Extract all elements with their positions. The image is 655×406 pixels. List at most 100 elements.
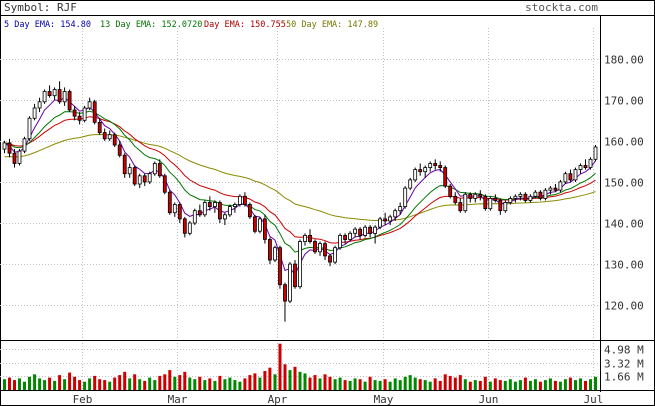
candle — [303, 233, 307, 246]
candle-body — [323, 243, 327, 257]
volume-bar — [568, 377, 572, 390]
candle — [358, 227, 363, 240]
volume-bar — [168, 370, 172, 390]
candle — [298, 239, 302, 289]
candle — [257, 216, 262, 234]
candle — [368, 225, 373, 238]
candle — [52, 87, 57, 100]
candle-body — [378, 218, 383, 228]
candle — [338, 233, 343, 250]
candle — [2, 140, 7, 154]
volume-bar — [143, 380, 147, 390]
volume-bar — [63, 379, 67, 390]
candle-body — [187, 222, 192, 234]
candle-body — [353, 228, 358, 234]
candles — [2, 81, 598, 322]
candle — [167, 190, 172, 215]
candle — [493, 194, 498, 203]
candle — [353, 227, 358, 238]
volume-bar — [58, 375, 62, 390]
volume-bar — [388, 381, 392, 390]
volume-bar — [148, 377, 152, 390]
candle-body — [172, 204, 177, 214]
candle-body — [368, 226, 373, 234]
volume-bar — [253, 373, 257, 390]
candle — [478, 190, 483, 201]
candle-body — [167, 191, 172, 214]
candle-body — [177, 204, 182, 220]
site-label[interactable]: stockta.com — [525, 1, 598, 14]
candle — [207, 196, 212, 211]
candle-body — [583, 165, 588, 168]
candle — [283, 282, 287, 322]
y-tick-label: 160.00 — [604, 136, 644, 149]
candle-body — [413, 169, 418, 181]
candle-body — [87, 101, 92, 109]
volume-bar — [233, 380, 237, 390]
candle-body — [162, 175, 167, 193]
legend-ema50: 50 Day EMA: 147.89 — [286, 20, 378, 30]
candle — [187, 220, 192, 236]
candle — [553, 184, 558, 193]
candle — [453, 192, 458, 205]
volume-bar — [53, 380, 57, 390]
candle-body — [137, 175, 142, 185]
candle — [77, 112, 82, 125]
candle — [82, 105, 87, 123]
candle — [483, 194, 488, 211]
candle-body — [513, 195, 518, 199]
volume-bar — [198, 376, 202, 390]
volume-bar — [98, 379, 102, 390]
candle — [438, 161, 443, 172]
candle-body — [293, 263, 297, 288]
candle — [242, 192, 247, 207]
candle-body — [27, 117, 32, 140]
candle — [27, 116, 32, 141]
candle — [222, 212, 227, 226]
volume-bar — [268, 367, 272, 390]
volume-bar — [258, 377, 262, 390]
candle — [87, 97, 92, 111]
candle — [348, 231, 353, 242]
candle — [313, 239, 317, 254]
candle-body — [22, 138, 27, 152]
candle-body — [207, 202, 212, 207]
y-tick-label: 120.00 — [604, 300, 644, 313]
volume-bar — [138, 379, 142, 390]
candle — [468, 192, 473, 203]
volume-bar — [3, 379, 6, 390]
candle-body — [503, 202, 508, 212]
candle — [323, 241, 327, 261]
volume-bar — [283, 364, 287, 390]
candle-body — [388, 216, 393, 222]
candle-body — [192, 210, 197, 224]
y-tick-label: 150.00 — [604, 177, 644, 190]
volume-bar — [563, 379, 567, 390]
candle-body — [202, 202, 207, 216]
candle — [378, 216, 383, 230]
candle-body — [553, 187, 558, 191]
candle — [47, 85, 52, 98]
volume-bar — [13, 380, 16, 390]
volume-bar — [308, 377, 312, 390]
candle-body — [42, 91, 47, 103]
volume-bar — [528, 380, 532, 390]
candle-body — [563, 173, 568, 183]
candle-body — [262, 218, 267, 240]
candle — [177, 202, 182, 224]
candle-body — [197, 210, 202, 216]
candle — [318, 241, 322, 256]
candle-body — [52, 89, 57, 97]
candle — [127, 163, 132, 178]
candle — [433, 159, 438, 170]
candle — [278, 245, 282, 289]
candle-body — [458, 202, 463, 212]
candle-body — [212, 202, 217, 207]
candle — [122, 153, 127, 178]
y-axis-ticks: 180.00 170.00 160.00 150.00 140.00 130.00 120.… — [604, 54, 644, 313]
volume-bar — [533, 379, 537, 390]
volume-bars — [3, 343, 597, 390]
candle — [473, 192, 478, 203]
volume-bar — [373, 380, 377, 390]
volume-bar — [503, 380, 507, 390]
